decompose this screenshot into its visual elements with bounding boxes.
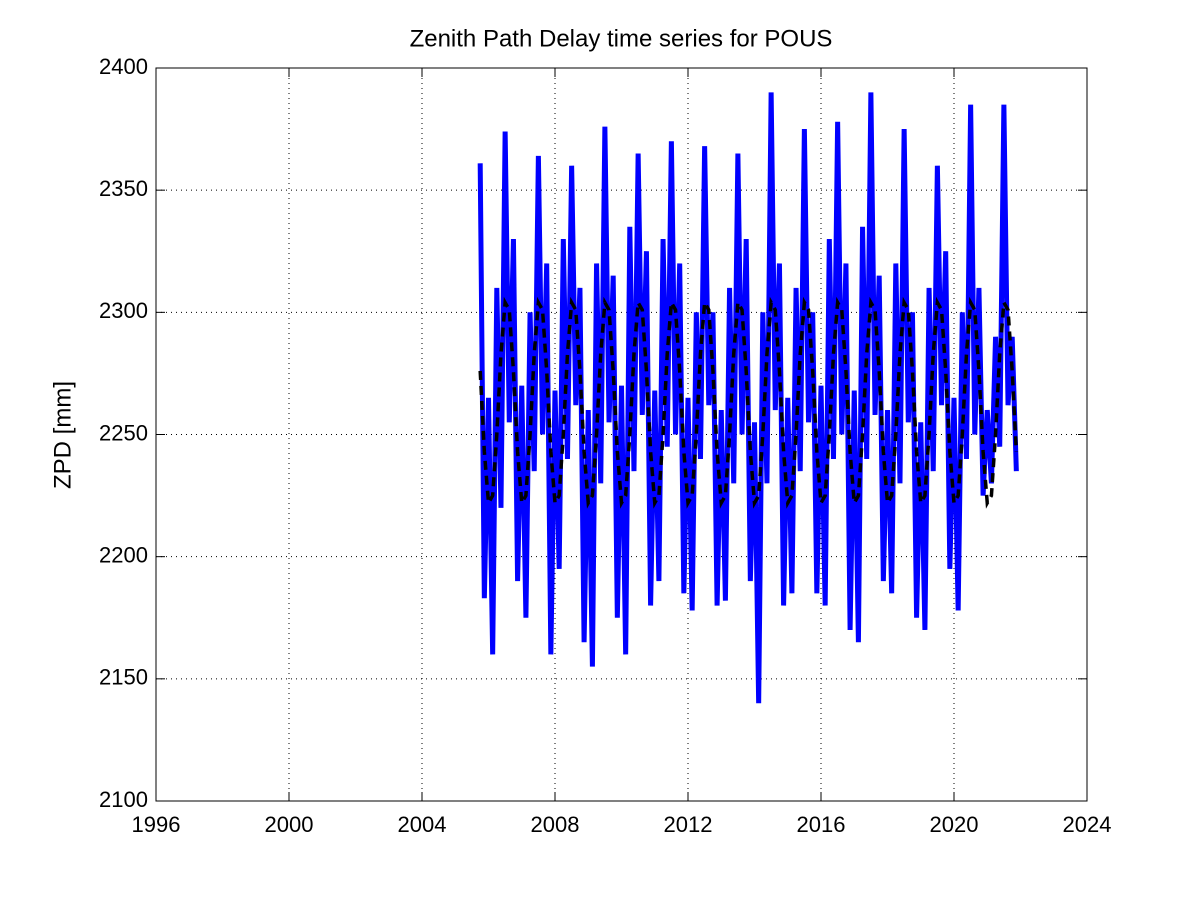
y-tick-label: 2100 (99, 787, 148, 812)
x-tick-label: 2016 (797, 812, 846, 837)
y-axis-label: ZPD [mm] (49, 381, 76, 489)
y-tick-label: 2150 (99, 665, 148, 690)
x-tick-label: 2012 (664, 812, 713, 837)
y-tick-label: 2400 (99, 54, 148, 79)
x-tick-label: 2008 (531, 812, 580, 837)
x-tick-label: 2020 (930, 812, 979, 837)
y-tick-label: 2200 (99, 542, 148, 567)
y-tick-label: 2350 (99, 176, 148, 201)
y-tick-label: 2250 (99, 420, 148, 445)
series-line (478, 296, 1019, 509)
chart-title: Zenith Path Delay time series for POUS (410, 25, 833, 52)
x-tick-label: 2004 (398, 812, 447, 837)
axes-box (155, 67, 1088, 802)
x-tick-label: 2024 (1063, 812, 1112, 837)
x-tick-label: 2000 (265, 812, 314, 837)
y-tick-label: 2300 (99, 298, 148, 323)
x-tick-label: 1996 (132, 812, 181, 837)
